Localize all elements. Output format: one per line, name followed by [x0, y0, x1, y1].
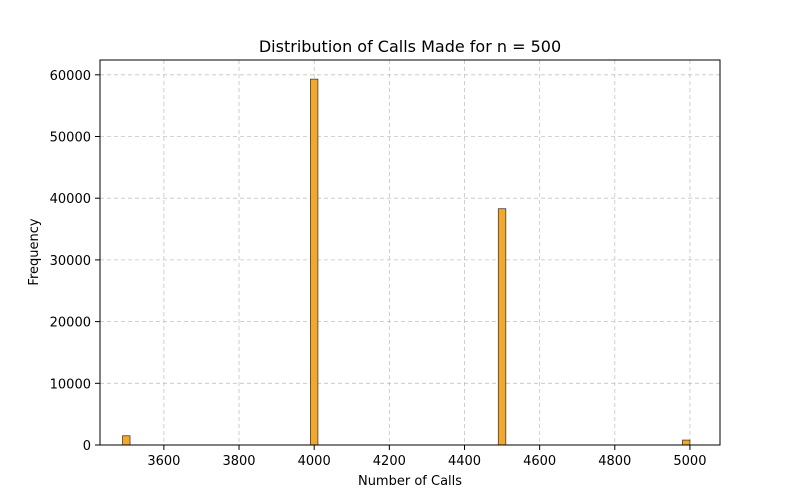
- y-tick-label: 50000: [50, 131, 91, 146]
- y-axis-label: Frequency: [27, 218, 42, 285]
- histogram-bar: [497, 208, 507, 446]
- x-axis-ticks: 3600 3800 4000 4200 4400 4600 4800 5000: [147, 445, 706, 469]
- x-tick-label: 4600: [523, 454, 556, 469]
- x-tick-label: 3600: [147, 454, 180, 469]
- x-tick-label: 4400: [448, 454, 481, 469]
- y-tick-label: 30000: [50, 254, 91, 269]
- y-tick-label: 20000: [50, 316, 91, 331]
- grid-layer: [100, 60, 720, 446]
- chart-title: Distribution of Calls Made for n = 500: [259, 37, 561, 56]
- x-tick-label: 5000: [673, 454, 706, 469]
- plot-frame: [99, 59, 721, 446]
- y-tick-label: 40000: [50, 192, 91, 207]
- histogram-bar: [682, 439, 691, 446]
- bars-layer: [122, 78, 691, 446]
- x-axis-label: Number of Calls: [358, 474, 462, 489]
- y-tick-label: 10000: [50, 377, 91, 392]
- x-tick-label: 4800: [598, 454, 631, 469]
- histogram-bar: [310, 78, 319, 446]
- x-tick-label: 3800: [222, 454, 255, 469]
- y-tick-label: 0: [83, 439, 91, 454]
- y-tick-label: 60000: [50, 69, 91, 84]
- histogram-bar: [122, 435, 131, 446]
- x-tick-label: 4000: [298, 454, 331, 469]
- x-tick-label: 4200: [373, 454, 406, 469]
- y-axis-ticks: 0 10000 20000 30000 40000 50000 60000: [50, 69, 100, 454]
